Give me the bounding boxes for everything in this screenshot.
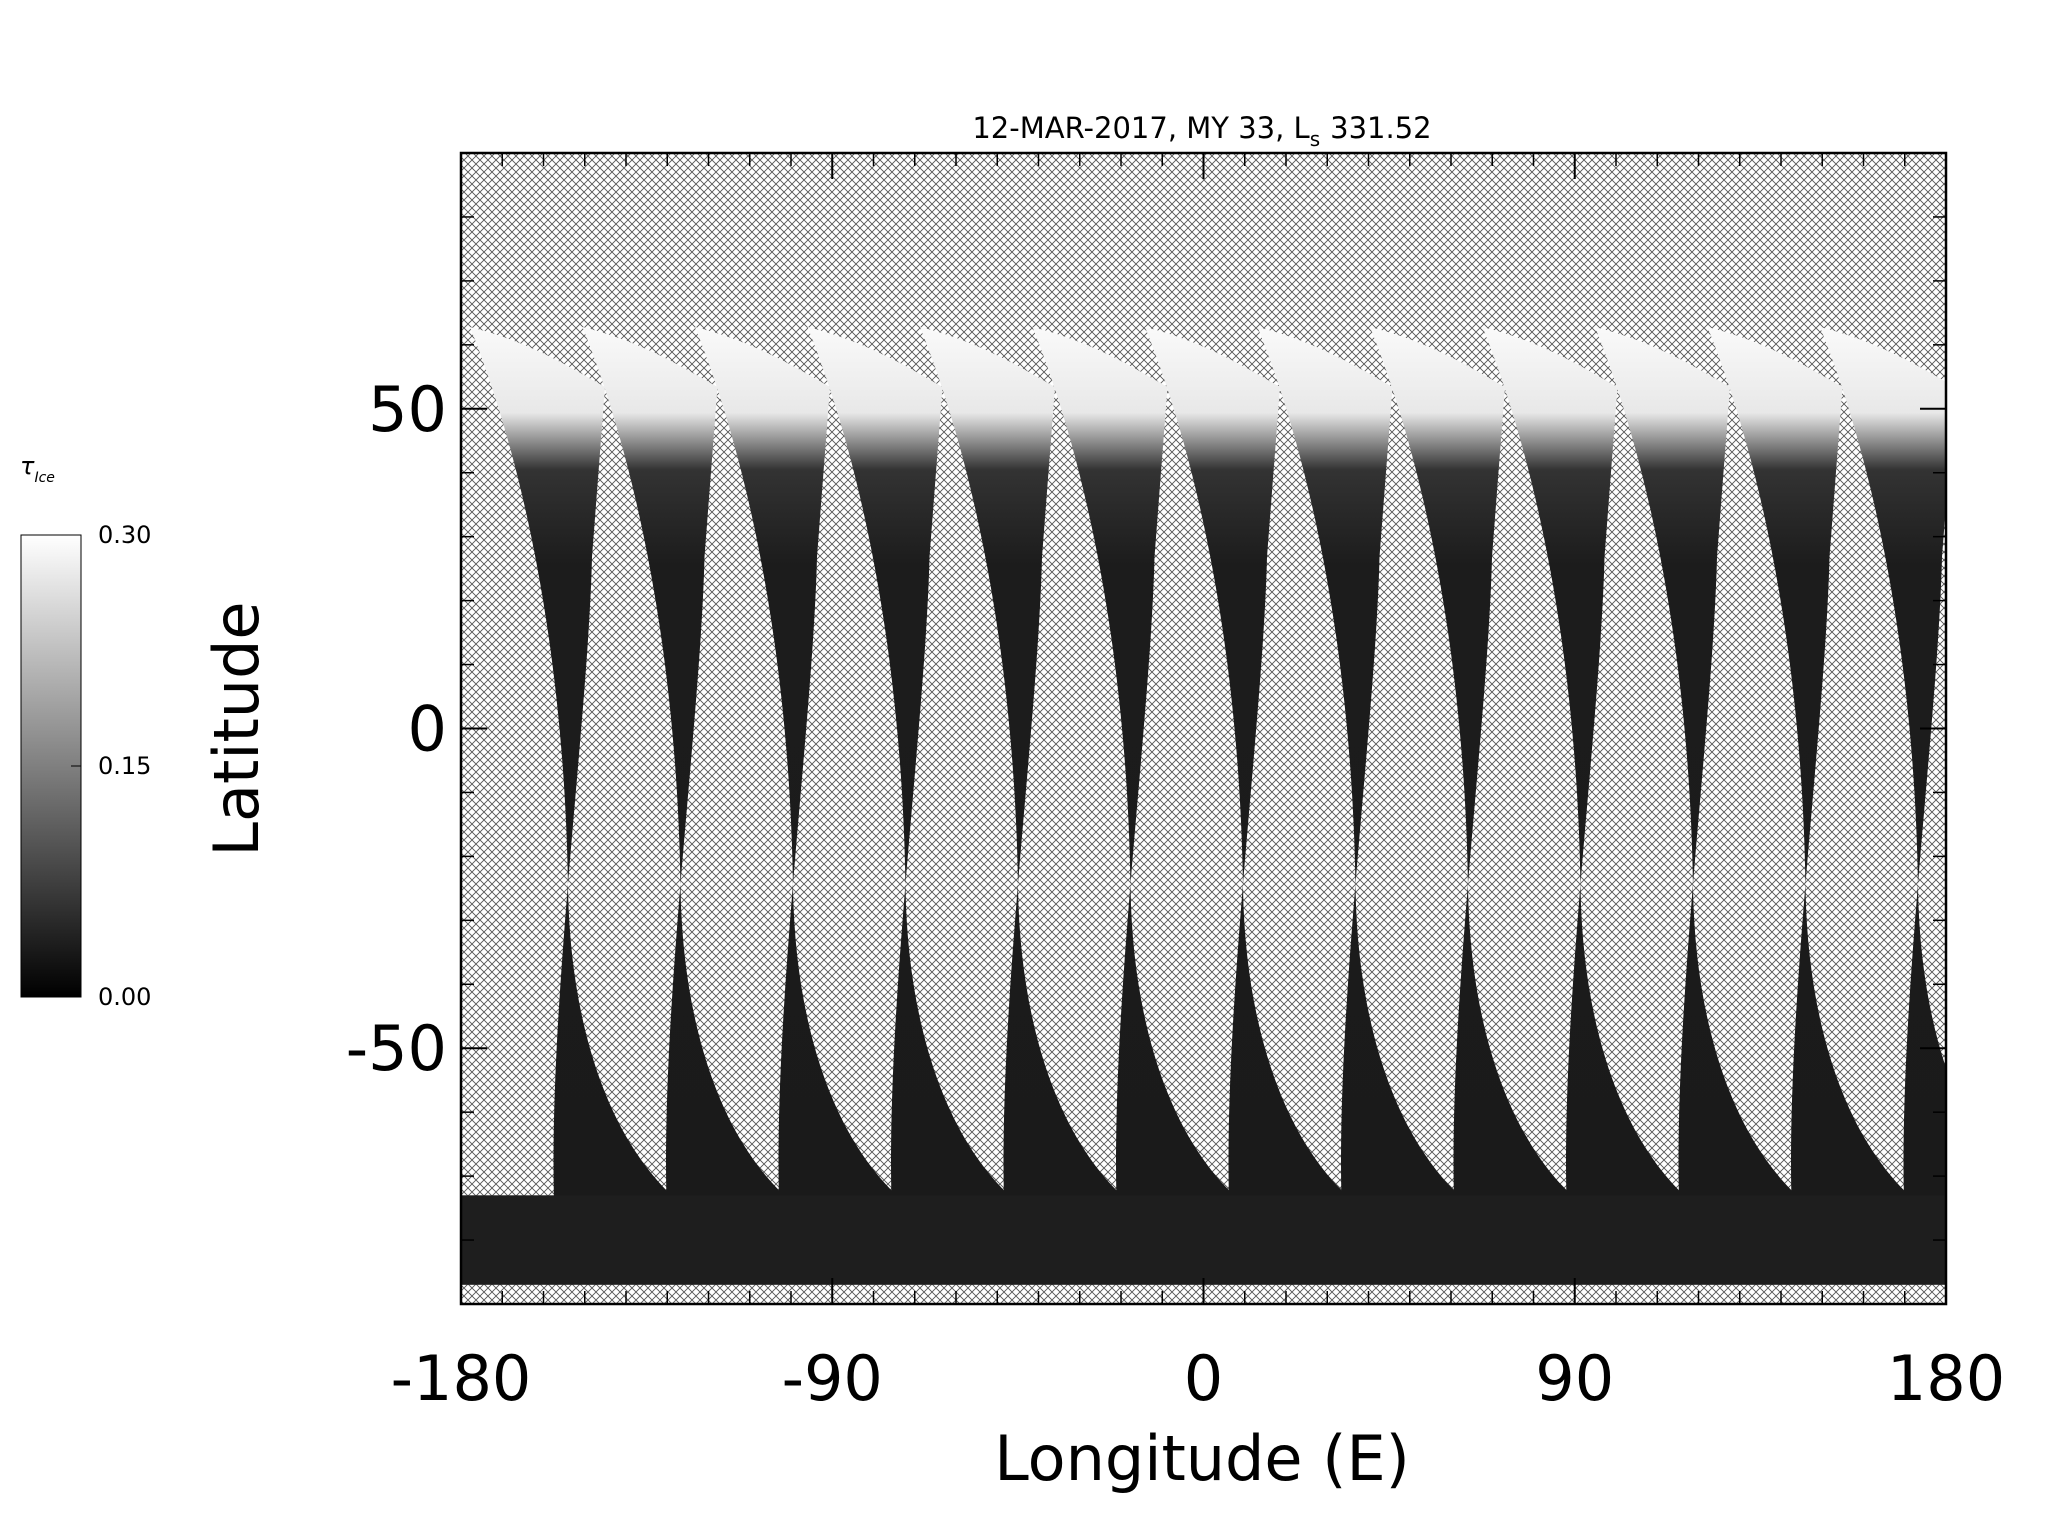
swath [1820, 327, 1946, 1279]
colorbar-tick-label: 0.00 [98, 983, 151, 1011]
colorbar-label: τIce [20, 452, 55, 486]
x-tick-label: -180 [391, 1342, 532, 1415]
swath [1370, 327, 1600, 1279]
chart-title: 12-MAR-2017, MY 33, Ls 331.52 [972, 111, 1431, 151]
swath [1145, 327, 1375, 1279]
x-tick-label: 90 [1535, 1342, 1614, 1415]
swath [1032, 327, 1263, 1279]
title-value: 331.52 [1330, 111, 1431, 145]
swath [1595, 327, 1825, 1279]
colorbar-tick-label: 0.30 [98, 521, 151, 549]
swath [1257, 327, 1488, 1279]
x-tick-label: 0 [1184, 1342, 1223, 1415]
colorbar-subscript: Ice [34, 470, 54, 486]
x-tick-label: 180 [1887, 1342, 2005, 1415]
swath [582, 327, 813, 1279]
polar-band [461, 1195, 1946, 1285]
swath [807, 327, 1038, 1279]
swath [695, 327, 925, 1279]
y-tick-label: -50 [346, 1012, 447, 1085]
swath [470, 327, 700, 1279]
y-tick-label: 50 [368, 373, 447, 446]
y-axis-label: Latitude [200, 601, 273, 856]
title-text: 12-MAR-2017, MY 33, L [972, 111, 1309, 145]
colorbar-symbol: τ [20, 452, 35, 480]
x-tick-label: -90 [782, 1342, 883, 1415]
title-subscript: s [1310, 127, 1320, 151]
swath [920, 327, 1150, 1279]
y-tick-label: 0 [408, 693, 447, 766]
swath [1707, 327, 1938, 1279]
swath [1482, 327, 1713, 1279]
x-axis-label: Longitude (E) [994, 1422, 1410, 1495]
swaths [461, 327, 1946, 1285]
colorbar-tick-label: 0.15 [98, 752, 151, 780]
